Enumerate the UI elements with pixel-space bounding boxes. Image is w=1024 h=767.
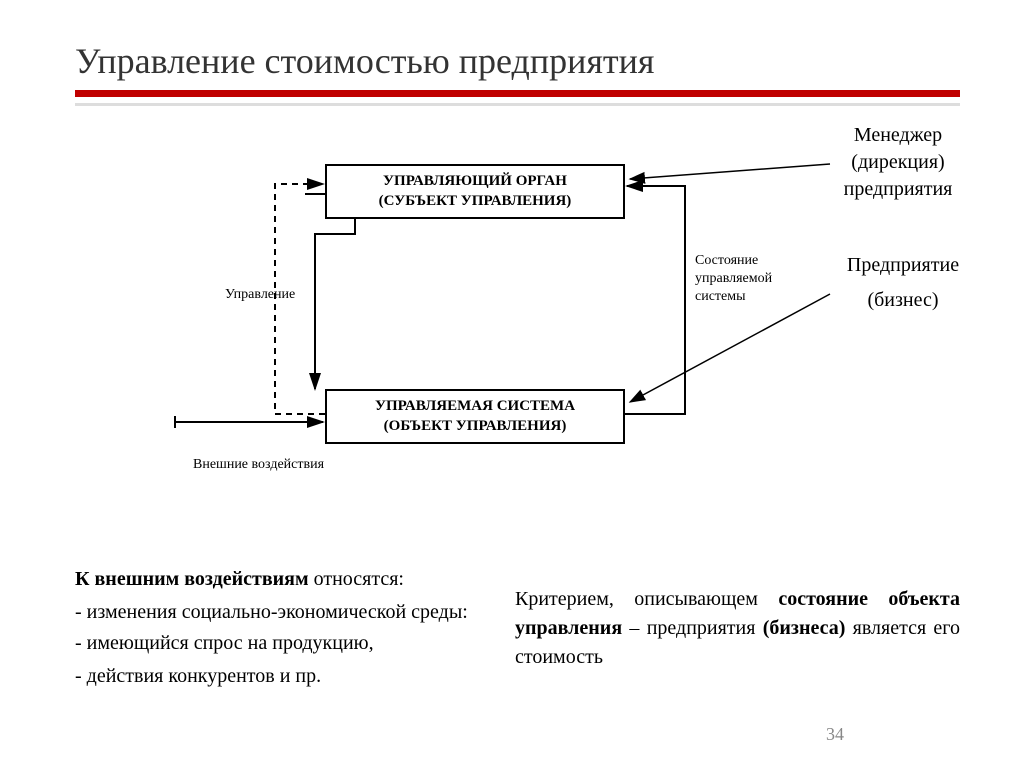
box-bottom-line1: УПРАВЛЯЕМАЯ СИСТЕМА [331, 397, 619, 417]
box-controlling-organ: УПРАВЛЯЮЩИЙ ОРГАН (СУБЪЕКТ УПРАВЛЕНИЯ) [325, 164, 625, 219]
label-state-l1: Состояние [695, 252, 772, 270]
page-number: 34 [826, 724, 844, 745]
box-top-line1: УПРАВЛЯЮЩИЙ ОРГАН [331, 172, 619, 192]
slide-title: Управление стоимостью предприятия [75, 40, 964, 82]
label-state: Состояние управляемой системы [695, 252, 772, 307]
annotation-manager-l3: предприятия [833, 176, 963, 203]
criterion-text: Критерием, описывающем состояние объекта… [515, 585, 960, 672]
title-shadow [75, 103, 960, 106]
annotation-enterprise-l1: Предприятие [833, 252, 973, 279]
crit-mid: – предприятия [622, 617, 763, 639]
title-underline [75, 90, 960, 97]
box-bottom-line2: (ОБЪЕКТ УПРАВЛЕНИЯ) [331, 417, 619, 437]
annotation-manager-l2: (дирекция) [833, 149, 963, 176]
annotation-manager: Менеджер (дирекция) предприятия [833, 122, 963, 203]
crit-bold2: (бизнеса) [763, 617, 846, 639]
label-external: Внешние воздействия [193, 457, 324, 473]
label-state-l2: управляемой [695, 270, 772, 288]
ext-item-2: - имеющийся спрос на продукцию, [75, 629, 495, 658]
annotation-enterprise-l2: (бизнес) [833, 287, 973, 314]
box-controlled-system: УПРАВЛЯЕМАЯ СИСТЕМА (ОБЪЕКТ УПРАВЛЕНИЯ) [325, 389, 625, 444]
ext-item-3: - действия конкурентов и пр. [75, 662, 495, 691]
annotation-enterprise: Предприятие (бизнес) [833, 252, 973, 314]
label-management: Управление [225, 287, 295, 303]
label-state-l3: системы [695, 288, 772, 306]
external-factors-text: К внешним воздействиям относятся: - изме… [75, 565, 495, 691]
diagram: УПРАВЛЯЮЩИЙ ОРГАН (СУБЪЕКТ УПРАВЛЕНИЯ) У… [75, 124, 965, 494]
annotation-manager-l1: Менеджер [833, 122, 963, 149]
ext-heading-rest: относятся: [309, 568, 404, 590]
ext-item-1: - изменения социально-экономической сред… [75, 598, 495, 627]
box-top-line2: (СУБЪЕКТ УПРАВЛЕНИЯ) [331, 192, 619, 212]
crit-pre: Критерием, описывающем [515, 588, 778, 610]
ext-heading-bold: К внешним воздействиям [75, 568, 309, 590]
